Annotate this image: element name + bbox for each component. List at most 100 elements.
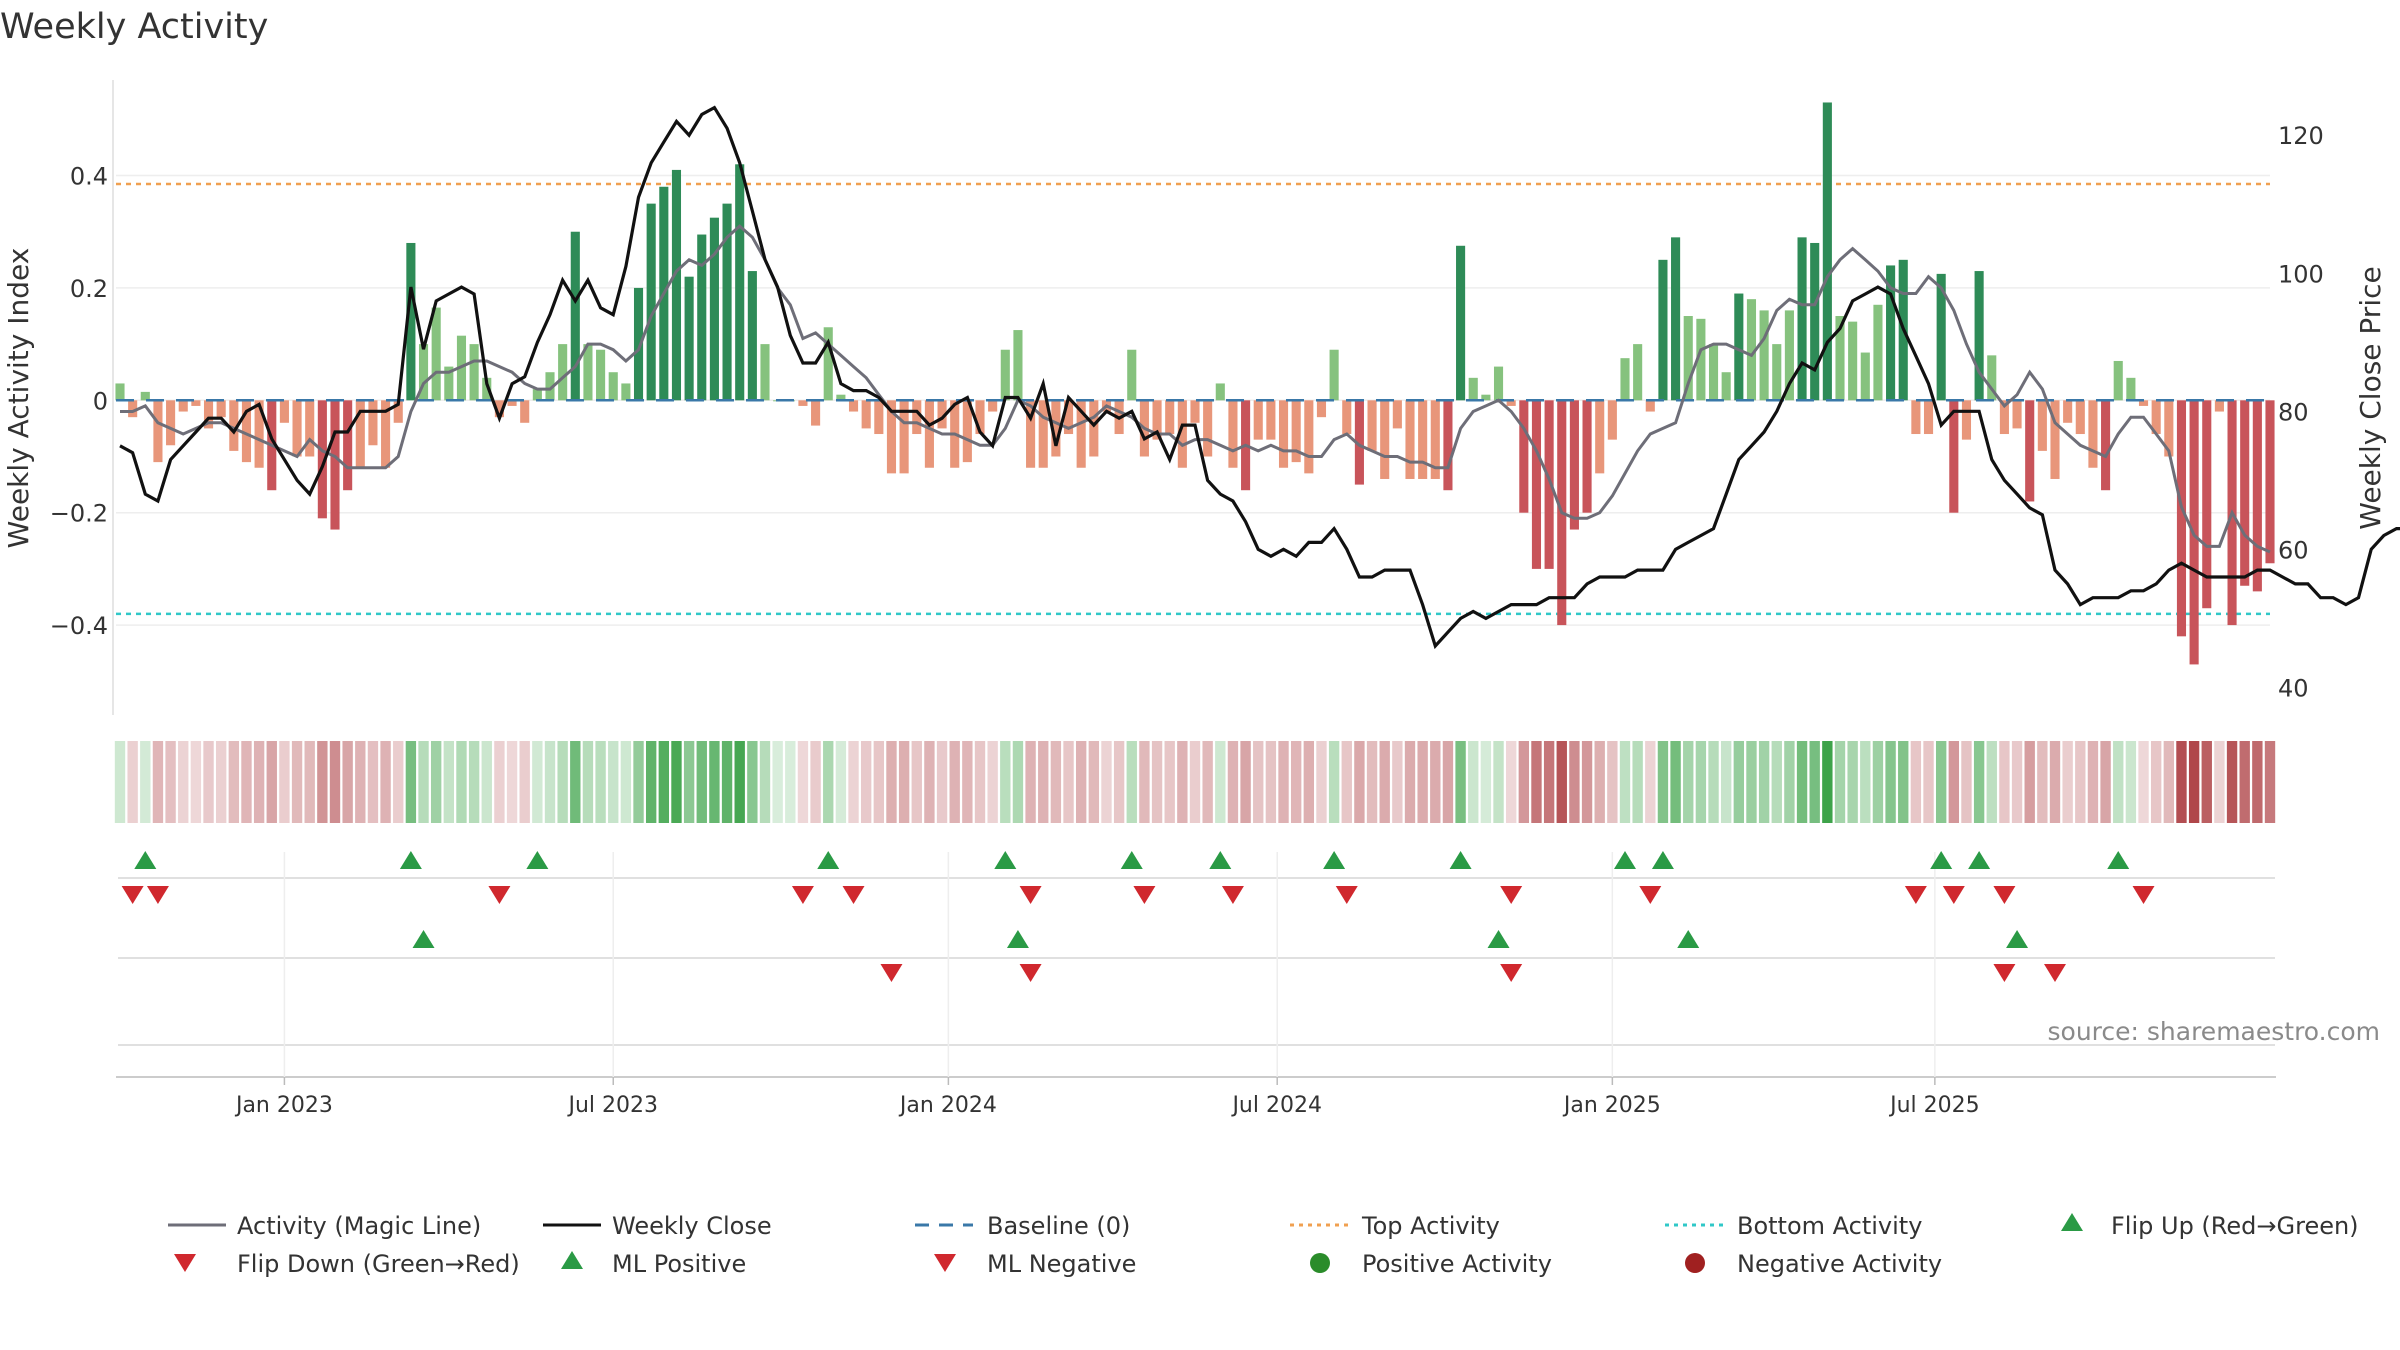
activity-bar <box>697 234 707 401</box>
heat-cell <box>1455 741 1466 823</box>
heat-cell <box>2113 741 2124 823</box>
legend-label: Weekly Close <box>612 1212 772 1240</box>
activity-bar <box>735 164 745 401</box>
heat-cell <box>2087 741 2099 823</box>
y2-tick-label: 60 <box>2278 536 2309 564</box>
heat-cell <box>1468 741 1479 823</box>
triangle-down-icon <box>1221 886 1244 904</box>
activity-bar <box>1544 400 1554 569</box>
activity-bar <box>1531 400 1542 569</box>
heat-cell <box>468 741 480 823</box>
heat-cell <box>2226 741 2238 823</box>
triangle-up-icon <box>1487 930 1510 948</box>
activity-bar <box>1380 400 1390 479</box>
activity-bar <box>2101 400 2111 491</box>
legend-item-flip-down: Flip Down (Green→Red) <box>174 1250 520 1278</box>
triangle-down-icon <box>2044 964 2066 982</box>
heat-cell <box>1177 741 1188 823</box>
y-tick-label: 0.4 <box>70 163 108 191</box>
activity-bar <box>988 400 998 412</box>
heat-cell <box>1720 741 1732 823</box>
triangle-up-icon <box>526 851 549 869</box>
x-tick-labels: Jan 2023 Jul 2023 Jan 2024 Jul 2024 Jan 2025… <box>234 1093 1980 1118</box>
triangle-up-icon <box>1006 930 1029 948</box>
heat-cell <box>228 741 240 823</box>
x-tick-label: Jul 2025 <box>1888 1093 1980 1118</box>
activity-bar <box>1746 299 1757 401</box>
y-tick-label: −0.4 <box>50 612 108 640</box>
heat-cell <box>1556 741 1567 823</box>
heat-cell <box>1708 741 1719 823</box>
triangle-down-icon <box>1639 886 1662 904</box>
heat-cell <box>342 741 353 823</box>
triangle-down-icon <box>1942 886 1965 904</box>
activity-bar <box>1835 316 1845 401</box>
activity-bar <box>621 383 631 401</box>
activity-bar <box>406 242 416 401</box>
activity-bar <box>1190 400 1200 423</box>
activity-bar <box>1215 383 1225 401</box>
activity-bar <box>2126 377 2136 401</box>
triangle-down-icon <box>842 886 865 904</box>
activity-bar <box>393 400 403 423</box>
legend-label: ML Negative <box>987 1250 1136 1278</box>
activity-bar <box>1203 400 1213 457</box>
activity-bar <box>1266 400 1276 440</box>
heat-cell <box>1860 741 1871 823</box>
triangle-down-icon <box>146 886 169 904</box>
activity-bar <box>1278 400 1289 468</box>
heat-cell <box>2049 741 2061 823</box>
activity-bar <box>2063 400 2073 423</box>
heat-cell <box>165 741 176 823</box>
activity-bar <box>1013 330 1023 401</box>
activity-bar <box>1152 400 1162 440</box>
y2-tick-labels: 120 100 80 60 40 <box>2278 122 2324 702</box>
heat-cell <box>633 741 644 823</box>
heat-cell <box>393 741 404 823</box>
activity-bar <box>1595 400 1605 474</box>
heat-cell <box>1379 741 1390 823</box>
activity-bar <box>520 400 530 423</box>
legend-label: Top Activity <box>1361 1212 1500 1240</box>
heat-cell <box>2125 741 2137 823</box>
heat-cell <box>1518 741 1530 823</box>
activity-bar <box>1708 344 1719 401</box>
triangle-up-icon <box>994 851 1017 869</box>
heat-cell <box>1505 741 1517 823</box>
heat-cell <box>1796 741 1808 823</box>
activity-bar <box>507 400 517 406</box>
heat-cell <box>1202 741 1213 823</box>
triangle-down-icon <box>1993 886 2016 904</box>
activity-bar <box>861 400 871 429</box>
heat-cell <box>1948 741 1960 823</box>
heat-cell <box>1151 741 1163 823</box>
heat-cell <box>519 741 530 823</box>
activity-bar <box>166 400 176 446</box>
triangle-up-icon <box>1651 851 1674 869</box>
heat-cell <box>1354 741 1365 823</box>
heat-cell <box>709 741 720 823</box>
triangle-down-icon <box>121 886 144 904</box>
heat-cell <box>2176 741 2187 823</box>
activity-bar <box>368 400 378 446</box>
heat-cell <box>1404 741 1416 823</box>
activity-bar <box>937 400 947 429</box>
activity-bar <box>1848 321 1858 401</box>
heat-cell <box>1442 741 1454 823</box>
activity-bar <box>608 372 618 401</box>
heat-cell <box>140 741 151 823</box>
activity-bar <box>115 383 125 401</box>
activity-bar <box>2214 400 2224 412</box>
heat-cell <box>772 741 783 823</box>
triangle-up-icon <box>1120 851 1143 869</box>
heat-cell <box>2163 741 2175 823</box>
heat-cell <box>532 741 543 823</box>
signal-rows <box>116 877 2276 1078</box>
activity-bar <box>153 400 163 463</box>
heat-cell <box>570 741 581 823</box>
triangle-down-icon <box>1133 886 1156 904</box>
source-note: source: sharemaestro.com <box>2048 1017 2381 1046</box>
heat-cell <box>747 741 758 823</box>
legend-label: Baseline (0) <box>987 1212 1130 1240</box>
